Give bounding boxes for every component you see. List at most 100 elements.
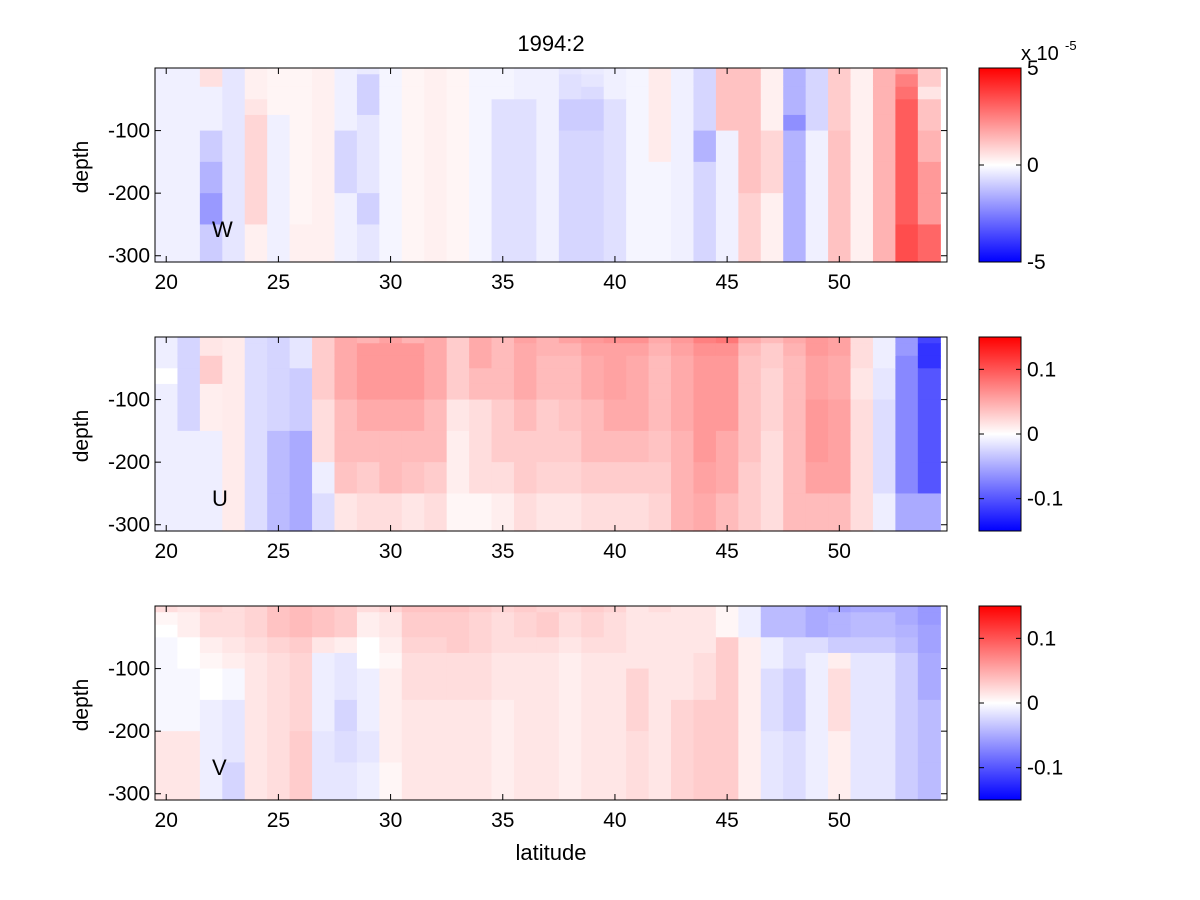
heatmap-cell [783, 368, 807, 385]
heatmap-cell [401, 355, 425, 369]
heatmap-cell [244, 430, 268, 463]
heatmap-cell [536, 637, 560, 654]
heatmap-cell [424, 762, 448, 801]
heatmap-cell [872, 668, 896, 701]
heatmap-cell [244, 606, 268, 613]
heatmap-cell [917, 355, 941, 369]
heatmap-cell [850, 731, 874, 764]
heatmap-cell [648, 612, 672, 626]
heatmap-cell [850, 612, 874, 626]
heatmap-cell [558, 612, 582, 626]
heatmap-cell [671, 606, 695, 613]
heatmap-cell [334, 355, 358, 369]
heatmap-cell [401, 343, 425, 357]
heatmap-cell [626, 637, 650, 654]
heatmap-cell [917, 337, 941, 344]
heatmap-cell [177, 668, 201, 701]
heatmap-cell [177, 637, 201, 654]
heatmap-cell [199, 224, 223, 263]
heatmap-cell [469, 161, 493, 194]
heatmap-cell [738, 606, 762, 613]
heatmap-cell [626, 699, 650, 732]
heatmap-cell [379, 114, 403, 132]
heatmap-cell [671, 399, 695, 432]
heatmap-cell [446, 343, 470, 357]
heatmap-cell [693, 652, 717, 670]
heatmap-cell [424, 337, 448, 344]
heatmap-cell [828, 493, 852, 532]
heatmap-cell [558, 462, 582, 495]
heatmap-cell [334, 224, 358, 263]
heatmap-cell [401, 606, 425, 613]
heatmap-cell [155, 762, 179, 801]
heatmap-cell [581, 193, 605, 226]
heatmap-cell [199, 355, 223, 369]
colorbar-tick-label: 0 [1027, 692, 1039, 715]
heatmap-cell [312, 383, 336, 401]
heatmap-cell [581, 337, 605, 344]
heatmap-cell [356, 652, 380, 670]
heatmap-cell [446, 430, 470, 463]
heatmap-cell [715, 668, 739, 701]
heatmap-cell [760, 612, 784, 626]
heatmap-cell [805, 355, 829, 369]
heatmap-cell [626, 130, 650, 163]
heatmap-cell [155, 130, 179, 163]
heatmap-cell [177, 86, 201, 100]
heatmap-cell [715, 731, 739, 764]
heatmap-cell [199, 383, 223, 401]
heatmap-cell [424, 652, 448, 670]
heatmap-cell [715, 383, 739, 401]
heatmap-cell [446, 86, 470, 100]
heatmap-cell [379, 699, 403, 732]
heatmap-cell [222, 383, 246, 401]
heatmap-cell [760, 430, 784, 463]
heatmap-cell [850, 68, 874, 75]
heatmap-cell [805, 114, 829, 132]
heatmap-cell [671, 652, 695, 670]
heatmap-cell [155, 612, 179, 626]
heatmap-cell [289, 612, 313, 626]
heatmap-cell [850, 699, 874, 732]
heatmap-cell [356, 762, 380, 801]
heatmap-cell [558, 130, 582, 163]
heatmap-cell [581, 68, 605, 75]
heatmap-cell [917, 762, 941, 801]
heatmap-cell [581, 383, 605, 401]
heatmap-cell [424, 493, 448, 532]
heatmap-cell [356, 343, 380, 357]
x-tick-label: 50 [828, 271, 851, 294]
heatmap-cell [626, 355, 650, 369]
heatmap-cell [222, 762, 246, 801]
heatmap-cell [513, 762, 538, 801]
heatmap-cell [401, 731, 425, 764]
heatmap-cell [267, 74, 291, 88]
heatmap-cell [783, 612, 807, 626]
heatmap-cell [760, 606, 784, 613]
axes-frame-u [154, 336, 948, 532]
heatmap-cell [872, 462, 896, 495]
heatmap-cell [289, 355, 313, 369]
heatmap-cell [895, 114, 919, 132]
heatmap-cell [289, 337, 313, 344]
heatmap-cell [536, 99, 560, 116]
heatmap-cell [558, 383, 582, 401]
heatmap-cell [626, 161, 650, 194]
heatmap-cell [469, 68, 493, 75]
heatmap-cell [693, 355, 717, 369]
heatmap-cell [469, 637, 493, 654]
heatmap-cell [715, 99, 739, 116]
heatmap-cell [379, 130, 403, 163]
heatmap-cell [693, 637, 717, 654]
heatmap-cell [356, 731, 380, 764]
heatmap-cell [379, 731, 403, 764]
heatmap-cell [872, 624, 896, 638]
heatmap-cell [177, 224, 201, 263]
heatmap-cell [401, 99, 425, 116]
heatmap-cell [513, 612, 538, 626]
heatmap-cell [558, 193, 582, 226]
heatmap-cell [715, 343, 739, 357]
heatmap-cell [671, 762, 695, 801]
heatmap-cell [603, 430, 627, 463]
heatmap-cell [513, 74, 538, 88]
